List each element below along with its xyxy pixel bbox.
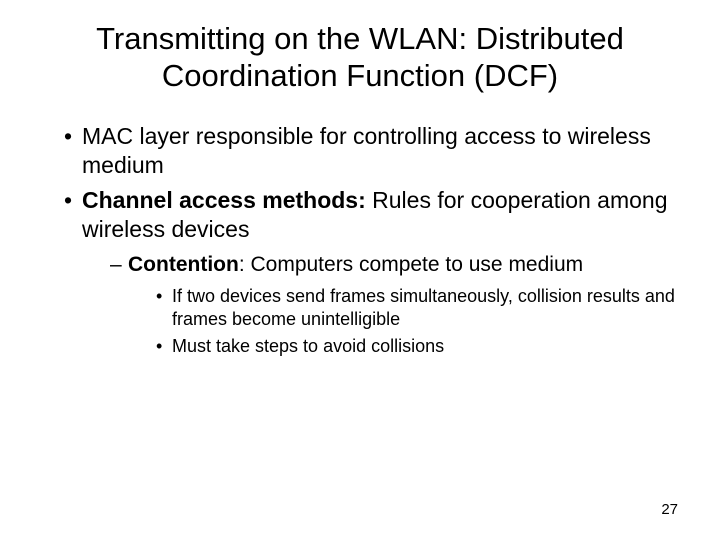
bullet-list-level2: Contention: Computers compete to use med… xyxy=(82,251,680,358)
bullet-l2-item: Contention: Computers compete to use med… xyxy=(110,251,680,358)
bullet-bold-text: Channel access methods: xyxy=(82,187,366,213)
bullet-text: MAC layer responsible for controlling ac… xyxy=(82,123,651,178)
page-number: 27 xyxy=(661,501,678,518)
bullet-l3-item: If two devices send frames simultaneousl… xyxy=(156,285,680,332)
bullet-l1-item: MAC layer responsible for controlling ac… xyxy=(64,122,680,180)
bullet-l3-item: Must take steps to avoid collisions xyxy=(156,335,680,358)
bullet-list-level1: MAC layer responsible for controlling ac… xyxy=(40,122,680,358)
bullet-text: Must take steps to avoid collisions xyxy=(172,336,444,356)
slide: Transmitting on the WLAN: Distributed Co… xyxy=(0,0,720,540)
bullet-text: If two devices send frames simultaneousl… xyxy=(172,286,675,329)
bullet-l1-item: Channel access methods: Rules for cooper… xyxy=(64,186,680,359)
bullet-list-level3: If two devices send frames simultaneousl… xyxy=(128,285,680,359)
bullet-bold-text: Contention xyxy=(128,253,239,276)
bullet-text: : Computers compete to use medium xyxy=(239,253,583,276)
slide-title: Transmitting on the WLAN: Distributed Co… xyxy=(40,20,680,94)
